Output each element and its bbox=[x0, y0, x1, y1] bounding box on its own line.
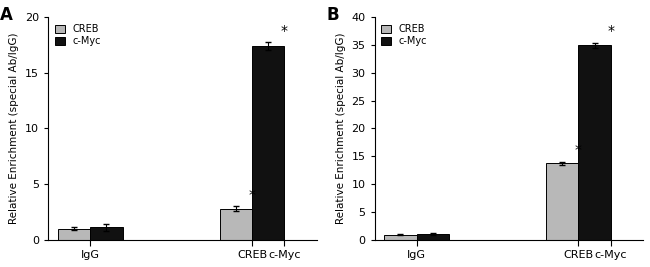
Bar bbox=[252, 46, 284, 240]
Bar bbox=[546, 163, 578, 240]
Y-axis label: Relative Enrichment (special Ab/IgG): Relative Enrichment (special Ab/IgG) bbox=[336, 33, 346, 224]
Text: *: * bbox=[281, 24, 288, 38]
Bar bbox=[417, 234, 449, 240]
Text: A: A bbox=[0, 6, 13, 24]
Text: *: * bbox=[607, 24, 614, 38]
Bar bbox=[58, 229, 90, 240]
Legend: CREB, c-Myc: CREB, c-Myc bbox=[380, 22, 429, 48]
Bar bbox=[384, 235, 417, 240]
Bar bbox=[578, 45, 611, 240]
Y-axis label: Relative Enrichment (special Ab/IgG): Relative Enrichment (special Ab/IgG) bbox=[10, 33, 20, 224]
Bar bbox=[220, 209, 252, 240]
Bar bbox=[90, 227, 123, 240]
Text: B: B bbox=[326, 6, 339, 24]
Legend: CREB, c-Myc: CREB, c-Myc bbox=[53, 22, 103, 48]
Text: *: * bbox=[575, 143, 582, 157]
Text: *: * bbox=[248, 188, 255, 202]
